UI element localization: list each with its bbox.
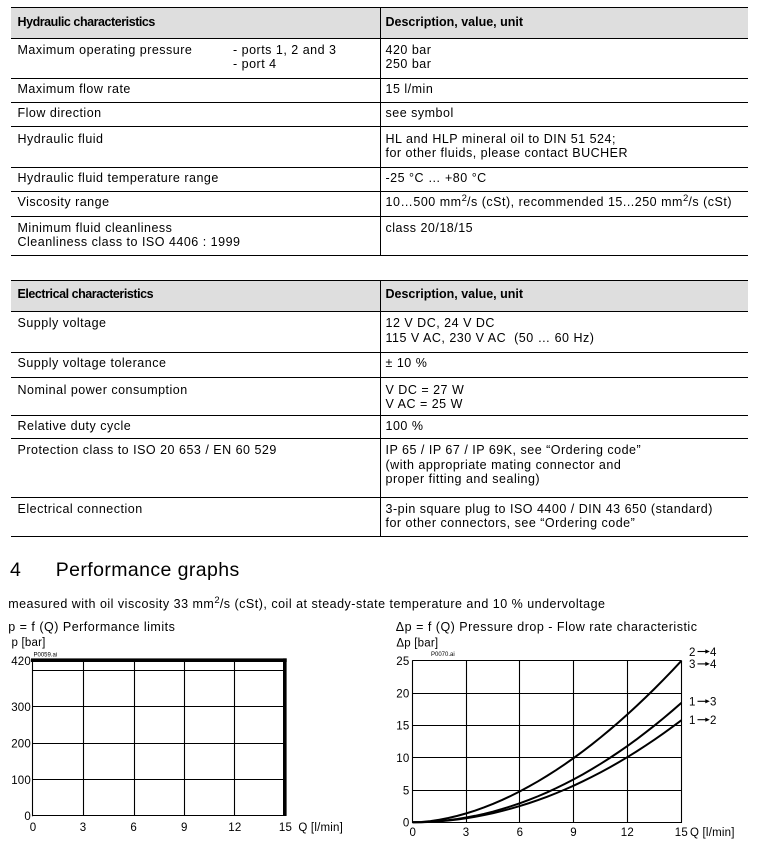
svg-text:P0059.ai: P0059.ai — [34, 653, 58, 659]
svg-text:15: 15 — [279, 822, 292, 834]
svg-text:9: 9 — [570, 827, 577, 839]
svg-text:Δp [bar]: Δp [bar] — [396, 638, 438, 650]
svg-text:3: 3 — [463, 827, 470, 839]
svg-text:1: 1 — [689, 715, 696, 727]
svg-text:2: 2 — [689, 647, 696, 659]
svg-text:2: 2 — [710, 715, 717, 727]
svg-text:10: 10 — [396, 753, 409, 765]
svg-text:9: 9 — [181, 822, 188, 834]
svg-text:0: 0 — [403, 817, 410, 829]
svg-text:4: 4 — [710, 659, 717, 671]
svg-text:4: 4 — [710, 647, 717, 659]
svg-text:12: 12 — [228, 822, 241, 834]
svg-text:0: 0 — [30, 822, 37, 834]
svg-text:15: 15 — [675, 827, 688, 839]
svg-text:Q [l/min]: Q [l/min] — [298, 822, 343, 834]
svg-text:3: 3 — [710, 697, 717, 709]
svg-text:20: 20 — [396, 688, 409, 700]
svg-text:1: 1 — [689, 697, 696, 709]
svg-text:0: 0 — [24, 811, 31, 823]
svg-text:200: 200 — [11, 739, 31, 751]
svg-text:0: 0 — [409, 827, 416, 839]
svg-text:420: 420 — [11, 656, 31, 668]
svg-text:12: 12 — [621, 827, 634, 839]
svg-text:15: 15 — [396, 721, 409, 733]
svg-text:25: 25 — [396, 656, 409, 668]
svg-text:p [bar]: p [bar] — [12, 637, 46, 649]
svg-text:3: 3 — [80, 822, 87, 834]
svg-text:100: 100 — [11, 775, 31, 787]
svg-text:3: 3 — [689, 659, 696, 671]
svg-text:6: 6 — [517, 827, 524, 839]
svg-text:Q [l/min]: Q [l/min] — [690, 827, 735, 839]
svg-text:P0070.ai: P0070.ai — [431, 652, 455, 658]
svg-text:5: 5 — [403, 785, 410, 797]
svg-text:6: 6 — [130, 822, 137, 834]
svg-text:300: 300 — [11, 702, 31, 714]
